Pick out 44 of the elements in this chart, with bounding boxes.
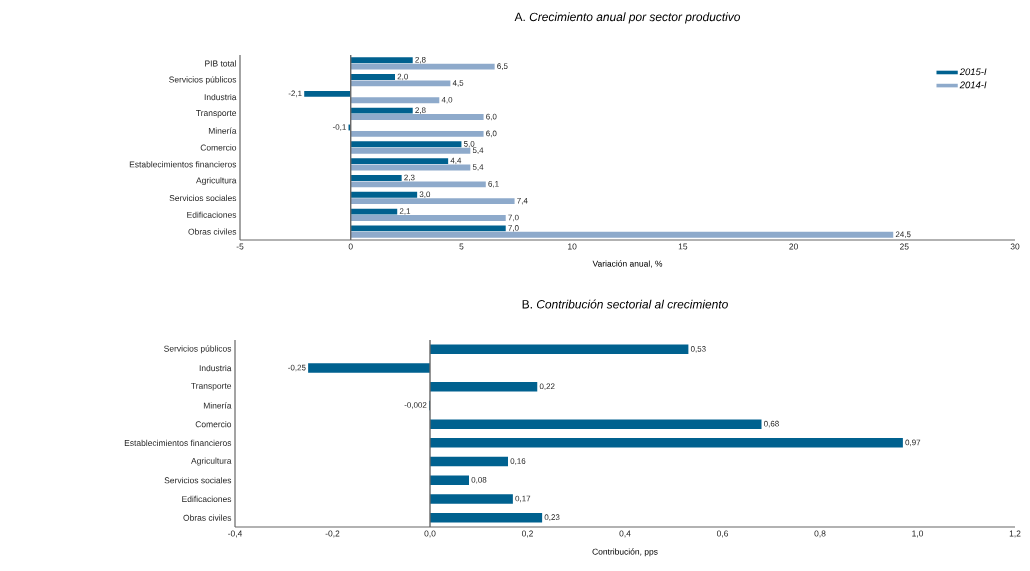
y-tick-label: Servicios públicos [164, 345, 232, 354]
y-tick-label: Edificaciones [182, 495, 232, 503]
y-tick-label: Transporte [196, 110, 237, 118]
y-tick-label: Comercio [195, 421, 232, 428]
y-tick-label: Agricultura [196, 177, 237, 186]
y-tick-label: Agricultura [191, 457, 232, 466]
x-tick-label: 15 [678, 243, 688, 250]
y-tick-label: Industria [204, 93, 237, 101]
x-tick-label: 0,0 [424, 530, 436, 538]
y-tick-label: Obras civiles [188, 228, 237, 235]
x-tick-label: 1,0 [912, 530, 924, 538]
chart-title: B. Contribución sectorial al crecimiento [522, 299, 728, 309]
x-tick-label: 0,2 [521, 530, 533, 538]
y-tick-label: Servicios sociales [164, 477, 232, 484]
x-tick-label: 30 [1010, 243, 1020, 250]
x-tick-label: 5 [459, 243, 464, 250]
x-axis-title: Variación anual, % [592, 260, 663, 268]
legend-label: 2015-I [959, 68, 987, 76]
x-tick-label: -5 [236, 243, 244, 250]
x-tick-label: 25 [900, 243, 909, 250]
y-tick-label: Establecimientos financieros [124, 439, 232, 446]
x-tick-label: -0,4 [228, 530, 243, 538]
x-tick-label: 0,6 [716, 530, 729, 538]
x-tick-label: -0,2 [325, 530, 340, 538]
y-tick-label: Establecimientos financieros [129, 161, 237, 168]
x-tick-label: 0,8 [814, 530, 826, 538]
x-tick-label: 20 [789, 243, 798, 250]
y-tick-label: Minería [208, 127, 237, 134]
y-tick-label: Minería [203, 402, 232, 409]
y-tick-label: Servicios sociales [169, 194, 237, 202]
chart-title: A. Crecimiento anual por sector productivo [514, 12, 741, 24]
y-tick-label: Servicios públicos [169, 76, 237, 85]
y-tick-label: Transporte [191, 382, 232, 391]
y-tick-label: Obras civiles [183, 514, 232, 521]
y-tick-label: Industria [199, 364, 232, 372]
x-axis-title: Contribución, pps [592, 548, 658, 557]
x-tick-label: 10 [568, 243, 577, 250]
x-tick-label: 0,4 [619, 530, 631, 538]
legend-label: 2014-I [959, 81, 987, 89]
y-tick-label: PIB total [205, 60, 236, 67]
x-tick-label: 1,2 [1009, 530, 1021, 538]
y-tick-label: Edificaciones [187, 211, 237, 218]
y-tick-label: Comercio [200, 144, 237, 151]
x-tick-label: 0 [348, 243, 353, 250]
